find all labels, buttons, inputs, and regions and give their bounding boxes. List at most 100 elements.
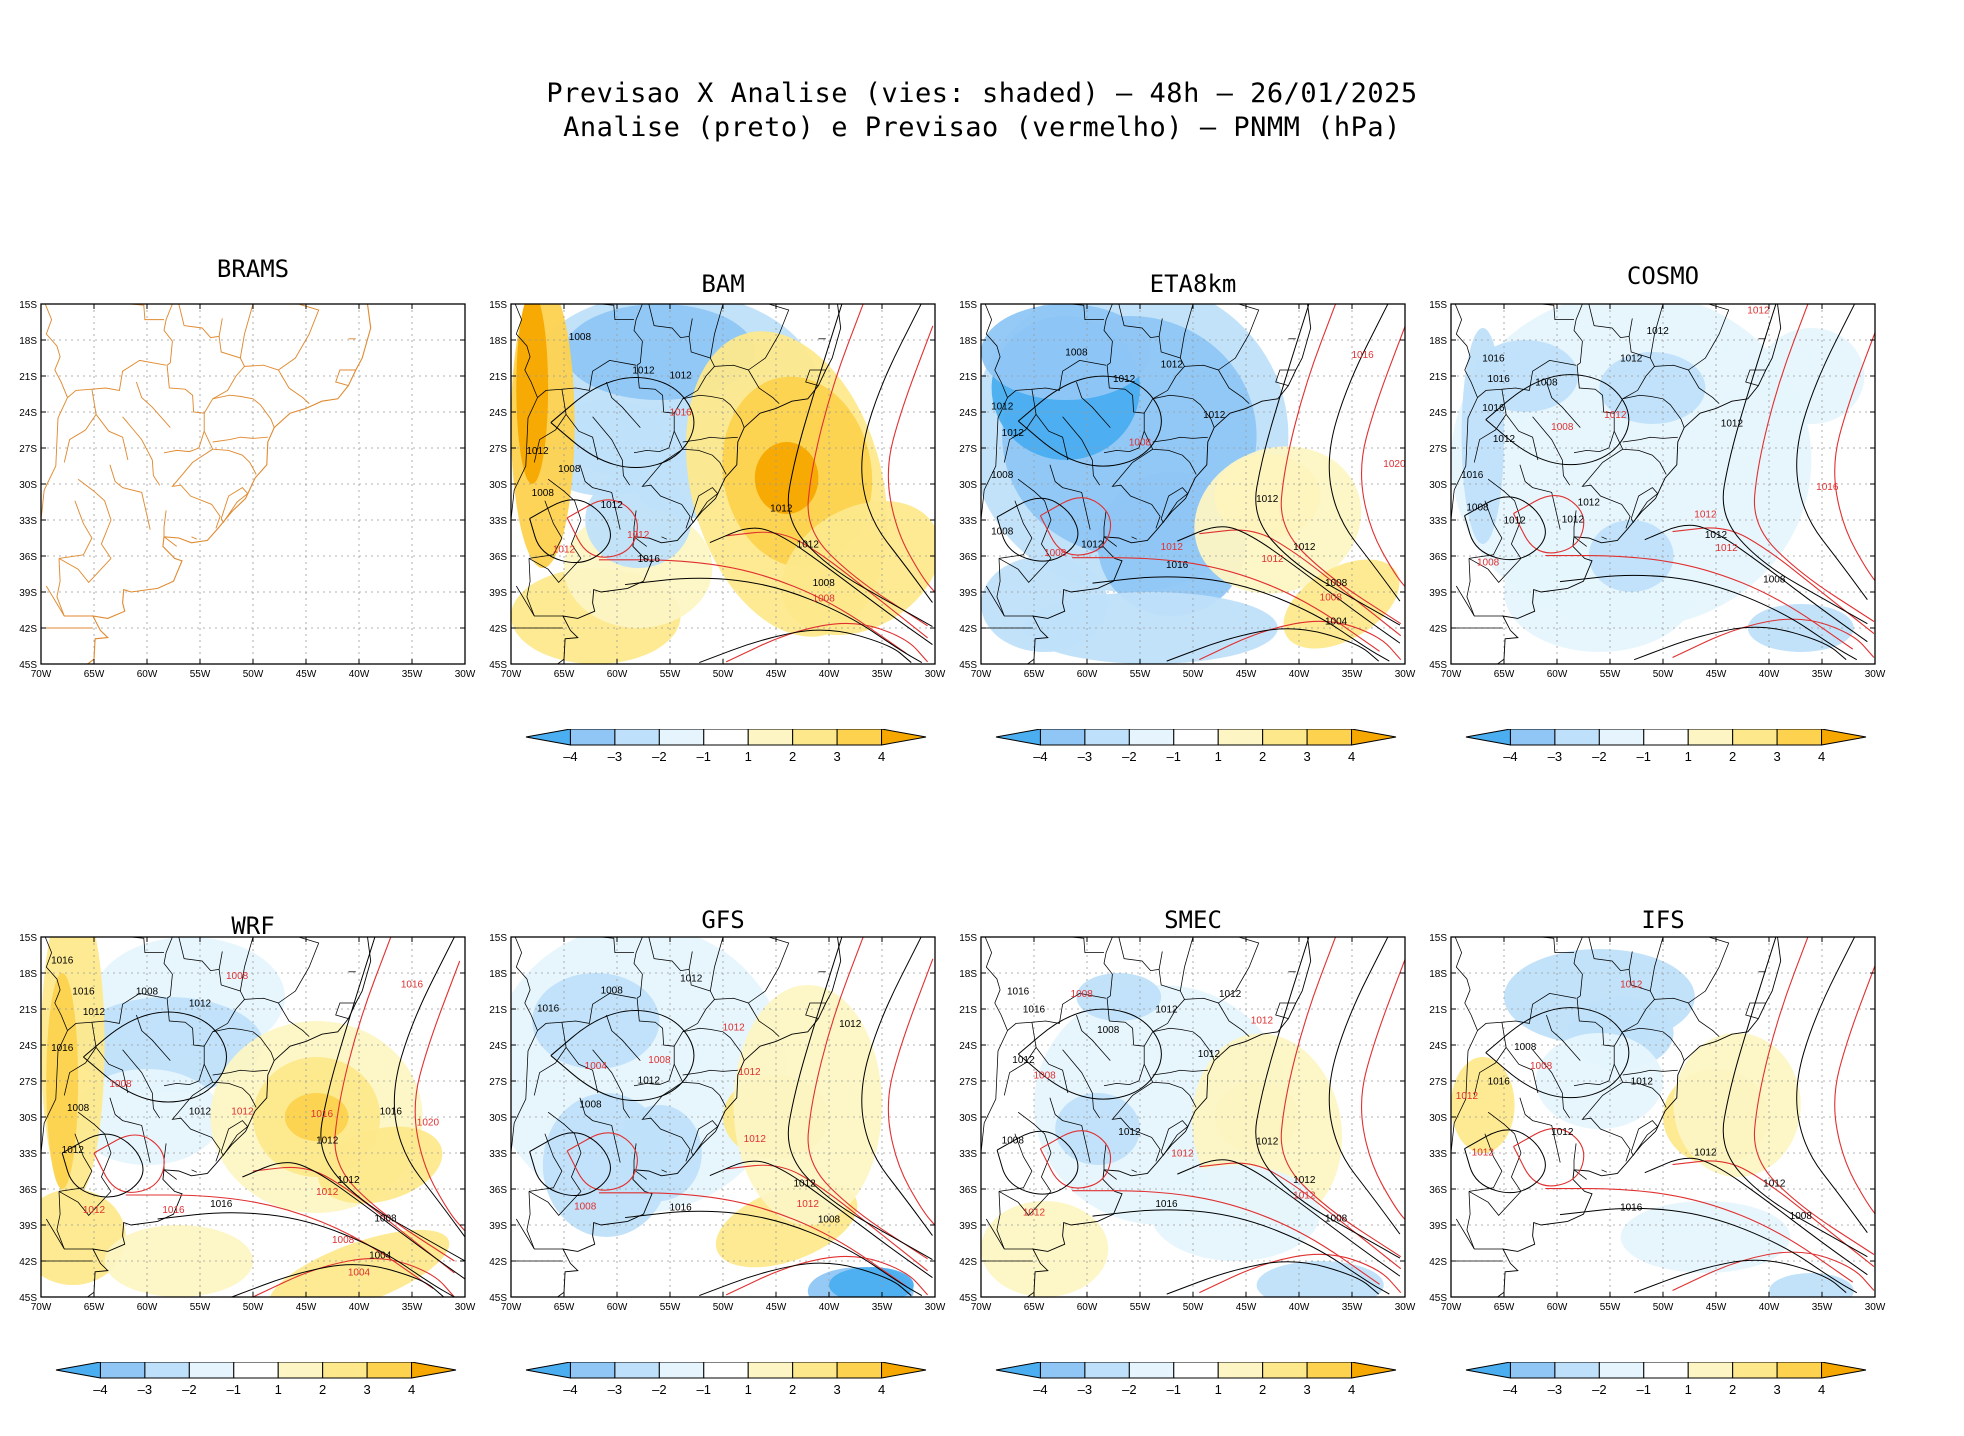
colorbar-label: –3: [1078, 1382, 1092, 1397]
lake-outline: [220, 486, 249, 524]
political-border: [1519, 464, 1561, 530]
map-panel-cosmo: 1012 1012 1016 1016 1008 1016 1012 1012 1016 1008…: [1429, 300, 1886, 680]
lake-outline: [1630, 1120, 1659, 1157]
lat-tick-label: 33S: [19, 1149, 37, 1160]
lat-tick-label: 15S: [19, 933, 37, 944]
analysis-isobar: [1017, 375, 1162, 467]
lon-tick-label: 55W: [190, 1302, 211, 1313]
forecast-contour-label: 1012: [1293, 1191, 1316, 1202]
analysis-contour-label: 1012: [1002, 428, 1025, 439]
lake-outline: [220, 1120, 249, 1157]
colorbar-swatch: [144, 1362, 190, 1379]
colorbar-label: 1: [1685, 1382, 1692, 1397]
forecast-contour-label: 1012: [797, 1199, 820, 1210]
forecast-isobar: [1672, 527, 1875, 634]
analysis-contour-label: 1012: [1081, 540, 1104, 551]
lat-tick-label: 15S: [489, 933, 507, 944]
lon-tick-label: 30W: [455, 1302, 476, 1313]
political-border: [1501, 389, 1539, 461]
lat-tick-label: 36S: [959, 552, 977, 563]
political-border: [45, 585, 93, 617]
forecast-isobar: [1199, 620, 1402, 661]
colorbar-smec: –4 –3 –2 –1 1 2 3 4: [995, 1362, 1397, 1397]
political-border: [1573, 1143, 1577, 1170]
coastline: [1497, 304, 1782, 664]
colorbar-label: 4: [1818, 1382, 1825, 1397]
political-border: [1031, 1022, 1069, 1094]
colorbar-label: –2: [1592, 749, 1606, 764]
analysis-contour-label: 1008: [1790, 1211, 1813, 1222]
colorbar-label: 1: [745, 749, 752, 764]
forecast-contour-label: 1008: [648, 1055, 671, 1066]
forecast-contour-label: 1008: [332, 1235, 355, 1246]
analysis-contour-label: 1012: [1203, 410, 1226, 421]
lon-tick-label: 45W: [296, 669, 317, 680]
colorbar-label: 4: [1348, 749, 1355, 764]
colorbar-label: 2: [319, 1382, 326, 1397]
lon-tick-label: 50W: [1653, 669, 1674, 680]
lon-tick-label: 35W: [1342, 669, 1363, 680]
colorbar-label: 4: [878, 1382, 885, 1397]
colorbar-swatch: [881, 729, 927, 746]
analysis-contour-label: 1012: [337, 1175, 360, 1186]
analysis-contour-label: 1008: [1097, 1025, 1120, 1036]
forecast-isobar: [125, 1194, 434, 1290]
political-border: [1466, 558, 1475, 617]
colorbar-wrf: –4 –3 –2 –1 1 2 3 4: [55, 1362, 457, 1397]
coastline: [557, 304, 842, 664]
colorbar-swatch: [658, 1362, 705, 1379]
bias-area: [754, 442, 819, 514]
analysis-isobar: [787, 304, 933, 627]
analysis-isobar: [529, 1132, 611, 1197]
political-border: [135, 381, 171, 428]
political-border: [748, 304, 790, 371]
lon-tick-label: 40W: [1289, 1302, 1310, 1313]
political-border: [1003, 1047, 1037, 1096]
lat-tick-label: 27S: [959, 444, 977, 455]
colorbar-label: –3: [1548, 1382, 1562, 1397]
analysis-isobar: [1166, 1261, 1380, 1295]
colorbar-swatch: [995, 1362, 1041, 1379]
colorbar-label: –1: [1637, 749, 1651, 764]
analysis-isobar: [624, 1210, 923, 1296]
lon-tick-label: 55W: [1600, 669, 1621, 680]
lon-tick-label: 55W: [660, 1302, 681, 1313]
forecast-contour-label: 1008: [1071, 989, 1094, 1000]
forecast-isobar: [1199, 1253, 1402, 1294]
lat-tick-label: 33S: [489, 516, 507, 527]
political-border: [1588, 304, 1630, 339]
political-border: [212, 448, 257, 475]
analysis-contour-label: 1004: [1325, 616, 1348, 627]
analysis-contour-label: 1012: [1293, 1175, 1316, 1186]
forecast-contour-label: 1012: [738, 1067, 761, 1078]
lat-tick-label: 36S: [959, 1185, 977, 1196]
colorbar-swatch: [1732, 729, 1778, 746]
lon-tick-label: 40W: [819, 1302, 840, 1313]
lat-tick-label: 36S: [19, 552, 37, 563]
political-border: [218, 937, 254, 992]
lat-tick-label: 39S: [959, 1221, 977, 1232]
lon-tick-label: 55W: [1600, 1302, 1621, 1313]
analysis-isobar: [529, 499, 611, 564]
colorbar-ifs: –4 –3 –2 –1 1 2 3 4: [1465, 1362, 1867, 1397]
map-panel-wrf: 1016101610121008101210161008101210121012…: [19, 933, 476, 1313]
forecast-contour-label: 1008: [1129, 438, 1152, 449]
political-border: [633, 1143, 637, 1170]
forecast-contour-label: 1012: [1715, 543, 1738, 554]
bias-area: [1535, 1033, 1663, 1129]
lat-tick-label: 45S: [1429, 1293, 1447, 1304]
colorbar-label: 4: [1348, 1382, 1355, 1397]
lat-tick-label: 39S: [1429, 588, 1447, 599]
forecast-isobar: [1280, 304, 1402, 625]
analysis-isobar: [1485, 1007, 1630, 1099]
political-border: [1103, 1143, 1107, 1170]
colorbar-swatch: [1262, 1362, 1308, 1379]
political-border: [1654, 364, 1720, 404]
lat-tick-label: 39S: [489, 1221, 507, 1232]
bias-area: [1620, 1201, 1791, 1273]
political-border: [58, 1191, 112, 1216]
forecast-isobar: [1360, 324, 1405, 588]
political-border: [996, 558, 1005, 617]
political-border: [682, 1069, 738, 1076]
